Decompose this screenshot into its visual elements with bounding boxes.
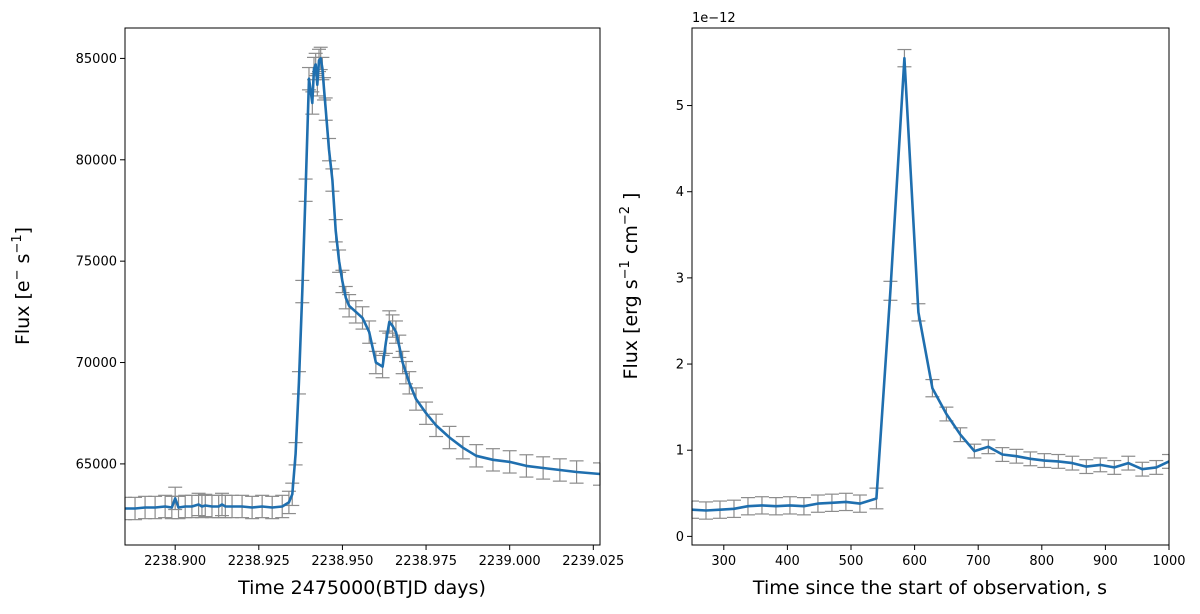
right-y-ticks: 0 1 2 3 4 5 <box>676 99 692 545</box>
right-x-tick-label: 800 <box>1029 554 1054 569</box>
right-y-tick-label: 2 <box>676 358 684 373</box>
left-x-tick-label: 2238.950 <box>311 554 373 569</box>
left-plot-frame <box>124 27 601 546</box>
left-y-axis-label: Flux [e− s−1] <box>10 227 34 345</box>
left-x-tick-label: 2238.975 <box>395 554 457 569</box>
right-y-axis-label: Flux [erg s−1 cm−2 ] <box>618 193 642 380</box>
left-y-tick-label: 65000 <box>76 457 117 472</box>
right-x-ticks: 300 400 500 600 700 800 900 1000 <box>711 545 1186 569</box>
right-offset-text: 1e−12 <box>692 11 736 26</box>
right-y-tick-label: 5 <box>676 99 684 114</box>
right-y-tick-label: 4 <box>676 185 684 200</box>
left-y-tick-label: 85000 <box>76 52 117 67</box>
left-y-tick-label: 75000 <box>76 255 117 270</box>
right-error-bars <box>691 48 1170 520</box>
right-x-tick-label: 400 <box>775 554 800 569</box>
right-x-tick-label: 900 <box>1093 554 1118 569</box>
left-x-axis-label: Time 2475000(BTJD days) <box>237 577 486 599</box>
right-x-axis-label: Time since the start of observation, s <box>752 577 1107 599</box>
left-y-tick-label: 80000 <box>76 153 117 168</box>
right-x-tick-label: 300 <box>711 554 736 569</box>
left-x-ticks: 2238.900 2238.925 2238.950 2238.975 2239.000… <box>144 545 624 569</box>
right-x-tick-label: 1000 <box>1152 554 1185 569</box>
left-x-tick-label: 2238.900 <box>144 554 206 569</box>
right-x-tick-label: 700 <box>966 554 991 569</box>
right-x-tick-label: 600 <box>902 554 927 569</box>
right-plot-frame <box>691 27 1170 546</box>
right-plot: 300 400 500 600 700 800 900 1000 0 1 2 3 4 5 1e−12 T… <box>618 11 1186 599</box>
left-y-tick-label: 70000 <box>76 356 117 371</box>
right-y-tick-label: 3 <box>676 271 684 286</box>
left-x-tick-label: 2239.025 <box>562 554 624 569</box>
right-y-tick-label: 0 <box>676 530 684 545</box>
left-y-ticks: 65000 70000 75000 80000 85000 <box>76 52 125 472</box>
left-x-tick-label: 2238.925 <box>228 554 290 569</box>
left-x-tick-label: 2239.000 <box>479 554 541 569</box>
right-x-tick-label: 500 <box>839 554 864 569</box>
right-flux-line <box>691 56 1170 512</box>
right-y-tick-label: 1 <box>676 444 684 459</box>
left-plot: 2238.900 2238.925 2238.950 2238.975 2239.000… <box>10 27 624 599</box>
left-flux-line <box>125 57 601 510</box>
